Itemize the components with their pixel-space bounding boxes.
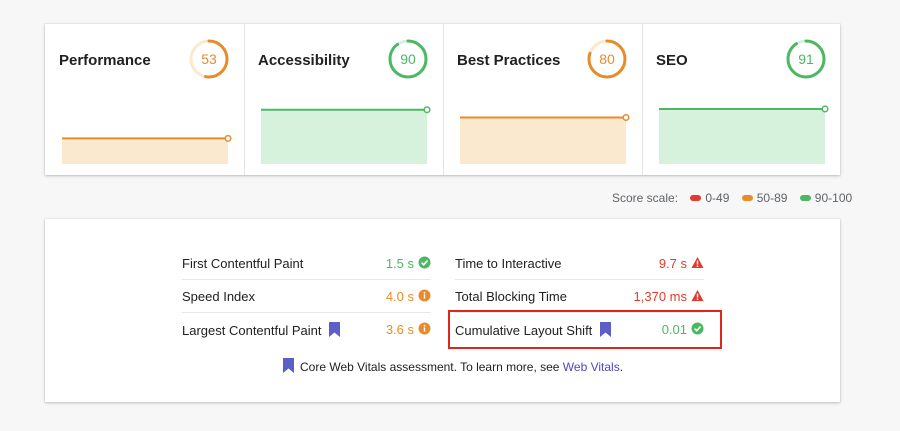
scale-range-label: 50-89 bbox=[756, 191, 788, 205]
scale-range-label: 0-49 bbox=[705, 191, 730, 205]
pill-orange-icon bbox=[741, 195, 753, 202]
score-scale-legend: Score scale: 0-49 50-89 90-100 bbox=[612, 191, 852, 205]
check-circle-icon bbox=[418, 256, 431, 269]
category-name: Best Practices bbox=[457, 52, 561, 69]
metric-label: Largest Contentful Paint bbox=[182, 322, 341, 338]
score-value: 91 bbox=[798, 51, 814, 67]
category-scores-card: Performance 53 Accessibility 90 Best Pra… bbox=[45, 24, 840, 175]
metric-value: 4.0 s bbox=[385, 289, 414, 304]
note-suffix: . bbox=[619, 360, 624, 374]
score-value: 80 bbox=[599, 51, 615, 67]
highlight-box bbox=[448, 310, 722, 349]
category-performance[interactable]: Performance 53 bbox=[45, 24, 245, 175]
sparkline-area bbox=[261, 109, 427, 164]
bookmark-icon bbox=[329, 322, 341, 337]
score-gauge: 53 bbox=[188, 38, 230, 80]
scale-range-label: 90-100 bbox=[814, 191, 853, 205]
metric-total-blocking-time: Total Blocking Time 1,370 ms bbox=[455, 280, 704, 313]
metric-label: First Contentful Paint bbox=[182, 256, 304, 271]
pill-green-icon bbox=[799, 195, 811, 202]
metric-first-contentful-paint: First Contentful Paint 1.5 s bbox=[182, 247, 431, 280]
core-web-vitals-note: Core Web Vitals assessment. To learn mor… bbox=[283, 358, 623, 374]
score-gauge: 90 bbox=[387, 38, 429, 80]
note-text: Core Web Vitals assessment. To learn mor… bbox=[300, 360, 560, 374]
category-best-practices[interactable]: Best Practices 80 bbox=[443, 24, 643, 175]
metric-value: 9.7 s bbox=[658, 256, 687, 271]
warning-triangle-icon bbox=[691, 256, 704, 269]
score-gauge: 91 bbox=[785, 38, 827, 80]
metric-speed-index: Speed Index 4.0 s bbox=[182, 280, 431, 313]
metric-label: Total Blocking Time bbox=[455, 289, 567, 304]
sparkline-end-dot bbox=[423, 106, 431, 114]
category-accessibility[interactable]: Accessibility 90 bbox=[244, 24, 444, 175]
sparkline-end-dot bbox=[821, 105, 829, 113]
metric-value: 1.5 s bbox=[385, 256, 414, 271]
sparkline-area bbox=[62, 138, 228, 164]
score-sparkline bbox=[62, 134, 232, 164]
info-circle-icon bbox=[418, 289, 431, 302]
category-name: SEO bbox=[656, 52, 688, 69]
score-gauge: 80 bbox=[586, 38, 628, 80]
metric-time-to-interactive: Time to Interactive 9.7 s bbox=[455, 247, 704, 280]
bookmark-icon bbox=[283, 358, 294, 373]
category-name: Accessibility bbox=[258, 52, 350, 69]
metric-value: 3.6 s bbox=[385, 322, 414, 337]
metric-cumulative-layout-shift: Cumulative Layout Shift 0.01 bbox=[455, 313, 704, 345]
sparkline-area bbox=[460, 117, 626, 164]
category-name: Performance bbox=[59, 52, 151, 69]
sparkline-end-dot bbox=[622, 113, 630, 122]
metric-value: 0.01 bbox=[661, 322, 687, 337]
pill-red-icon bbox=[690, 195, 702, 202]
sparkline-end-dot bbox=[224, 134, 232, 142]
score-sparkline bbox=[261, 106, 431, 164]
metric-value: 1,370 ms bbox=[633, 289, 687, 304]
sparkline-area bbox=[659, 108, 825, 164]
score-value: 53 bbox=[201, 51, 217, 67]
metric-largest-contentful-paint: Largest Contentful Paint 3.6 s bbox=[182, 313, 431, 345]
info-circle-icon bbox=[418, 322, 431, 335]
bookmark-icon bbox=[600, 322, 612, 337]
metric-label: Cumulative Layout Shift bbox=[455, 322, 612, 338]
check-circle-icon bbox=[691, 322, 704, 335]
metric-label: Speed Index bbox=[182, 289, 256, 304]
score-sparkline bbox=[659, 105, 829, 164]
score-value: 90 bbox=[400, 51, 416, 67]
warning-triangle-icon bbox=[691, 289, 704, 302]
category-seo[interactable]: SEO 91 bbox=[642, 24, 841, 175]
score-scale-label: Score scale: bbox=[612, 191, 679, 205]
web-vitals-link[interactable]: Web Vitals bbox=[562, 360, 620, 374]
score-sparkline bbox=[460, 113, 630, 164]
metric-label: Time to Interactive bbox=[455, 256, 562, 271]
